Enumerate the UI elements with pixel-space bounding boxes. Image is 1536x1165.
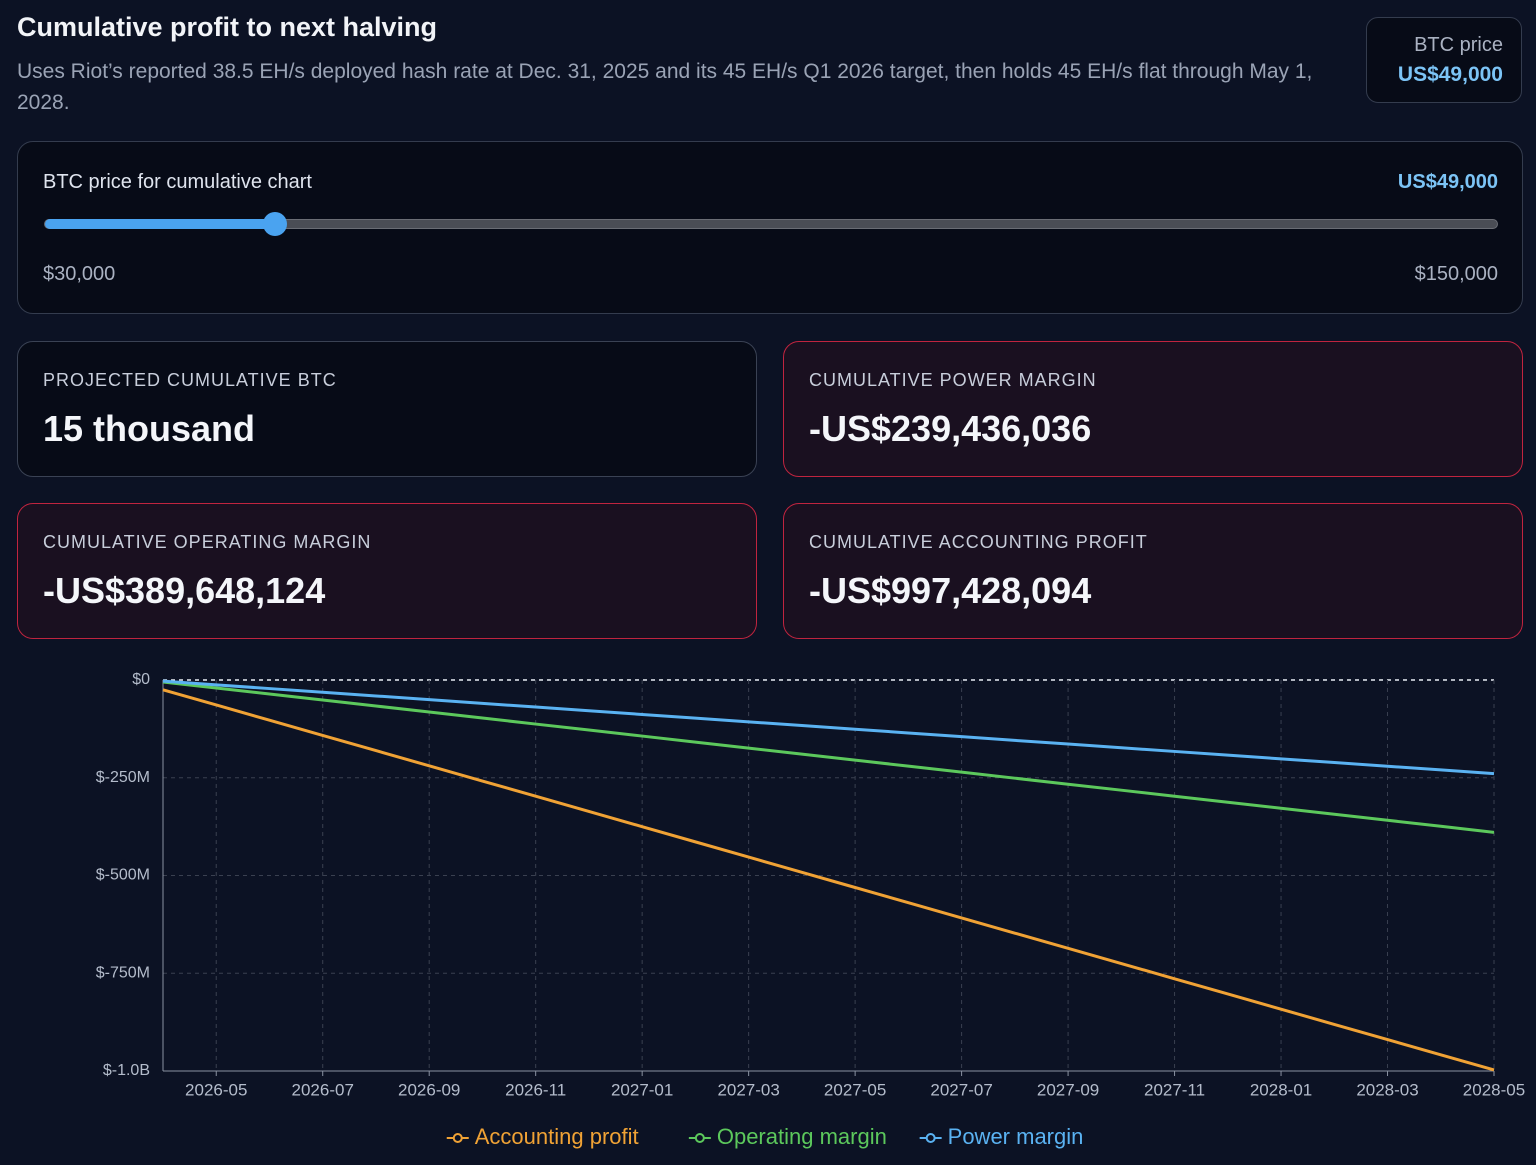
- card-value: -US$389,648,124: [43, 570, 326, 611]
- subtitle: Uses Riot’s reported 38.5 EH/s deployed …: [17, 60, 1313, 114]
- x-tick-label: 2026-11: [505, 1080, 566, 1099]
- x-tick-label: 2027-05: [824, 1080, 886, 1099]
- slider-value: US$49,000: [1397, 171, 1498, 193]
- slider-knob[interactable]: [262, 212, 287, 236]
- legend-icon: [694, 1133, 705, 1143]
- x-tick-label: 2026-07: [292, 1080, 354, 1099]
- legend-icon: [925, 1133, 936, 1143]
- slider-max: $150,000: [1414, 263, 1498, 285]
- x-tick-label: 2028-03: [1356, 1080, 1418, 1099]
- card-label: CUMULATIVE ACCOUNTING PROFIT: [809, 532, 1148, 552]
- series-line: [162, 679, 1495, 776]
- card-value: -US$239,436,036: [809, 408, 1092, 449]
- badge-label: BTC price: [1414, 34, 1503, 56]
- badge-value: US$49,000: [1397, 63, 1503, 86]
- x-tick-label: 2027-09: [1037, 1080, 1099, 1099]
- metric-card: PROJECTED CUMULATIVE BTC 15 thousand: [17, 341, 757, 477]
- card-value: 15 thousand: [43, 408, 256, 449]
- slider-min: $30,000: [43, 263, 116, 285]
- metric-card: CUMULATIVE POWER MARGIN -US$239,436,036: [783, 341, 1523, 477]
- x-tick-label: 2027-11: [1144, 1080, 1205, 1099]
- x-tick-label: 2027-03: [717, 1080, 779, 1099]
- y-tick-label: $-1.0B: [103, 1062, 150, 1079]
- x-tick-label: 2026-05: [185, 1080, 247, 1099]
- y-tick-label: $-500M: [96, 867, 150, 884]
- series-line: [162, 680, 1495, 834]
- metric-card: CUMULATIVE OPERATING MARGIN -US$389,648,1…: [17, 503, 757, 639]
- legend-label: Accounting profit: [475, 1124, 639, 1149]
- metric-card: CUMULATIVE ACCOUNTING PROFIT -US$997,428,…: [783, 503, 1523, 639]
- card-label: PROJECTED CUMULATIVE BTC: [43, 370, 337, 390]
- x-tick-label: 2027-07: [930, 1080, 992, 1099]
- legend-icon: [452, 1133, 463, 1143]
- y-tick-label: $-250M: [96, 769, 150, 786]
- card-label: CUMULATIVE OPERATING MARGIN: [43, 532, 372, 552]
- legend-label: Operating margin: [717, 1124, 887, 1149]
- x-tick-label: 2028-05: [1463, 1080, 1525, 1099]
- slider-label: BTC price for cumulative chart: [43, 171, 312, 193]
- x-tick-label: 2026-09: [398, 1080, 460, 1099]
- slider-panel: BTC price for cumulative chart US$49,000…: [17, 141, 1523, 314]
- y-tick-label: $-750M: [96, 964, 150, 981]
- x-tick-label: 2028-01: [1250, 1080, 1312, 1099]
- y-tick-label: $0: [132, 671, 150, 688]
- series-line: [162, 688, 1495, 1072]
- x-tick-label: 2027-01: [611, 1080, 673, 1099]
- slider-track[interactable]: [44, 212, 1498, 236]
- legend-label: Power margin: [948, 1124, 1084, 1149]
- chart: $0 $-250M $-500M $-750M $-1.0B 2026-05 2026-07…: [96, 671, 1525, 1149]
- card-value: -US$997,428,094: [809, 570, 1092, 611]
- slider-fill: [45, 219, 275, 229]
- price-badge: BTC price US$49,000: [1366, 17, 1522, 103]
- title: Cumulative profit to next halving: [17, 12, 438, 42]
- card-label: CUMULATIVE POWER MARGIN: [809, 370, 1097, 390]
